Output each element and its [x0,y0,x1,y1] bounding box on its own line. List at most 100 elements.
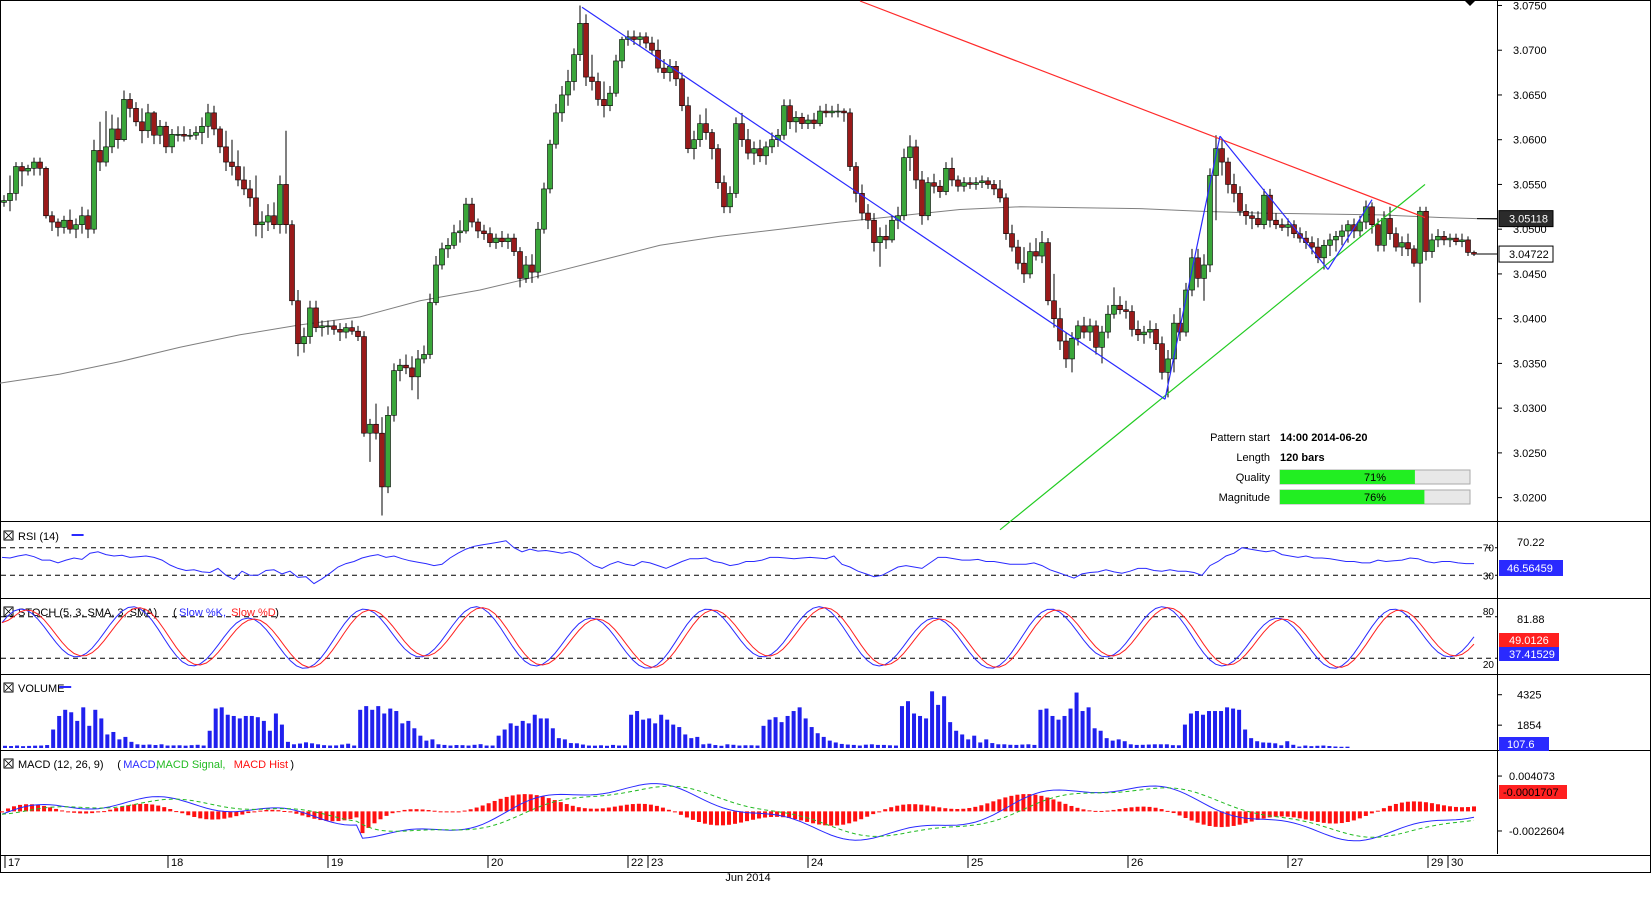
rsi-last-label: 46.56459 [1507,563,1553,575]
candle-body [1009,233,1015,248]
pattern-line [1219,135,1329,270]
macd-hist-bar [1051,799,1056,812]
candle [487,227,493,248]
candle [1393,227,1399,252]
volume-bar [1038,709,1043,748]
candle-body [163,125,169,148]
volume-bar [538,718,543,748]
candle [823,103,829,118]
candle-body [1393,233,1399,248]
volume-bar [376,706,381,748]
candle [97,121,103,172]
macd-tick-label: 0.004073 [1509,771,1555,783]
candle-body [1267,194,1273,221]
candle [415,349,421,400]
candle-body [1153,329,1159,345]
macd-panel[interactable]: MACD (12, 26, 9) (MACD,MACD Signal, MACD H… [0,758,1567,842]
macd-hist-bar [24,804,29,812]
rsi-panel[interactable]: 70 30 RSI (14) 70.22 46.56459 [1,530,1563,585]
volume-bar [779,722,784,748]
y-tick-label: 3.0500 [1513,224,1547,236]
macd-hist-bar [672,811,677,813]
candle-body [265,215,271,223]
candle [997,179,1003,203]
pattern-line [859,0,1426,219]
candle-body [919,179,925,217]
candle-body [409,367,415,378]
macd-hist-bar [739,811,744,823]
candle-body [1261,194,1267,226]
macd-hist-bar [1393,803,1398,812]
volume-bar [1249,738,1254,748]
candle [1219,139,1225,176]
rsi-last-box [1499,560,1563,576]
volume-panel[interactable]: VOLUME 4325 1854 107.6 [3,682,1549,751]
candle [991,179,997,196]
candle [223,130,229,172]
candle-body [1147,329,1153,333]
candle-body [445,244,451,250]
candle-body [331,325,337,330]
volume-bar [502,729,507,748]
candle [529,254,535,283]
candle [913,139,919,189]
volume-bar [388,708,393,748]
volume-bar [364,706,369,748]
y-tick-label: 3.0600 [1513,135,1547,147]
macd-hist-bar [829,811,834,826]
volume-bar [1062,715,1067,748]
candle [1243,204,1249,225]
candle-body [877,236,883,243]
candle [697,114,703,147]
candle [463,197,469,234]
panel-close-icon-x [4,531,13,540]
info-bar-text: 76% [1364,492,1386,504]
candle [1285,218,1291,237]
candle-body [193,132,199,136]
candle-body [415,358,421,378]
macd-hist-bar [282,810,287,812]
volume-bar [586,745,591,748]
candle-body [499,237,505,243]
candle [319,320,325,337]
candle [469,197,475,228]
volume-bar [1092,728,1097,748]
candle-body [601,99,607,106]
price-panel[interactable]: 3.0750 3.0700 3.0650 3.0600 3.0550 3.0500 3.04… [0,0,1554,531]
macd-hist-bar [793,811,798,820]
macd-hist-bar [408,809,413,812]
stoch-last-label: 49.0126 [1509,635,1549,647]
candle [931,173,937,194]
stoch-panel[interactable]: 80 20 STOCH (5, 3, SMA, 3, SMA) (Slow %K, Sl… [1,606,1559,672]
candle-body [25,168,31,172]
panel-title: VOLUME [18,683,64,695]
macd-hist-bar [1213,811,1218,827]
candle-body [1327,239,1333,246]
volume-bar [1291,744,1296,748]
macd-hist-bar [708,811,713,825]
macd-hist-bar [318,811,323,821]
x-tick-label: 27 [1291,857,1303,869]
macd-hist-bar [336,811,341,822]
candle [709,128,715,160]
volume-bar [617,745,622,748]
candle [1081,316,1087,339]
volume-bar [1026,744,1031,748]
candle [619,36,625,69]
info-bar-text: 71% [1364,472,1386,484]
candle-body [157,125,163,136]
candle [301,327,307,353]
candle [115,117,121,149]
y-tick-label: 3.0700 [1513,45,1547,57]
macd-hist-bar [492,800,497,812]
macd-hist-bar [150,804,155,812]
candle-body [205,112,211,127]
candle-body [1051,300,1057,319]
legend-paren: ) [275,607,279,619]
candle [145,103,151,138]
macd-hist-bar [1255,811,1260,820]
macd-hist-bar [1165,810,1170,812]
candle-body [253,197,259,226]
volume-bar [75,720,80,748]
macd-hist-bar [84,811,89,814]
